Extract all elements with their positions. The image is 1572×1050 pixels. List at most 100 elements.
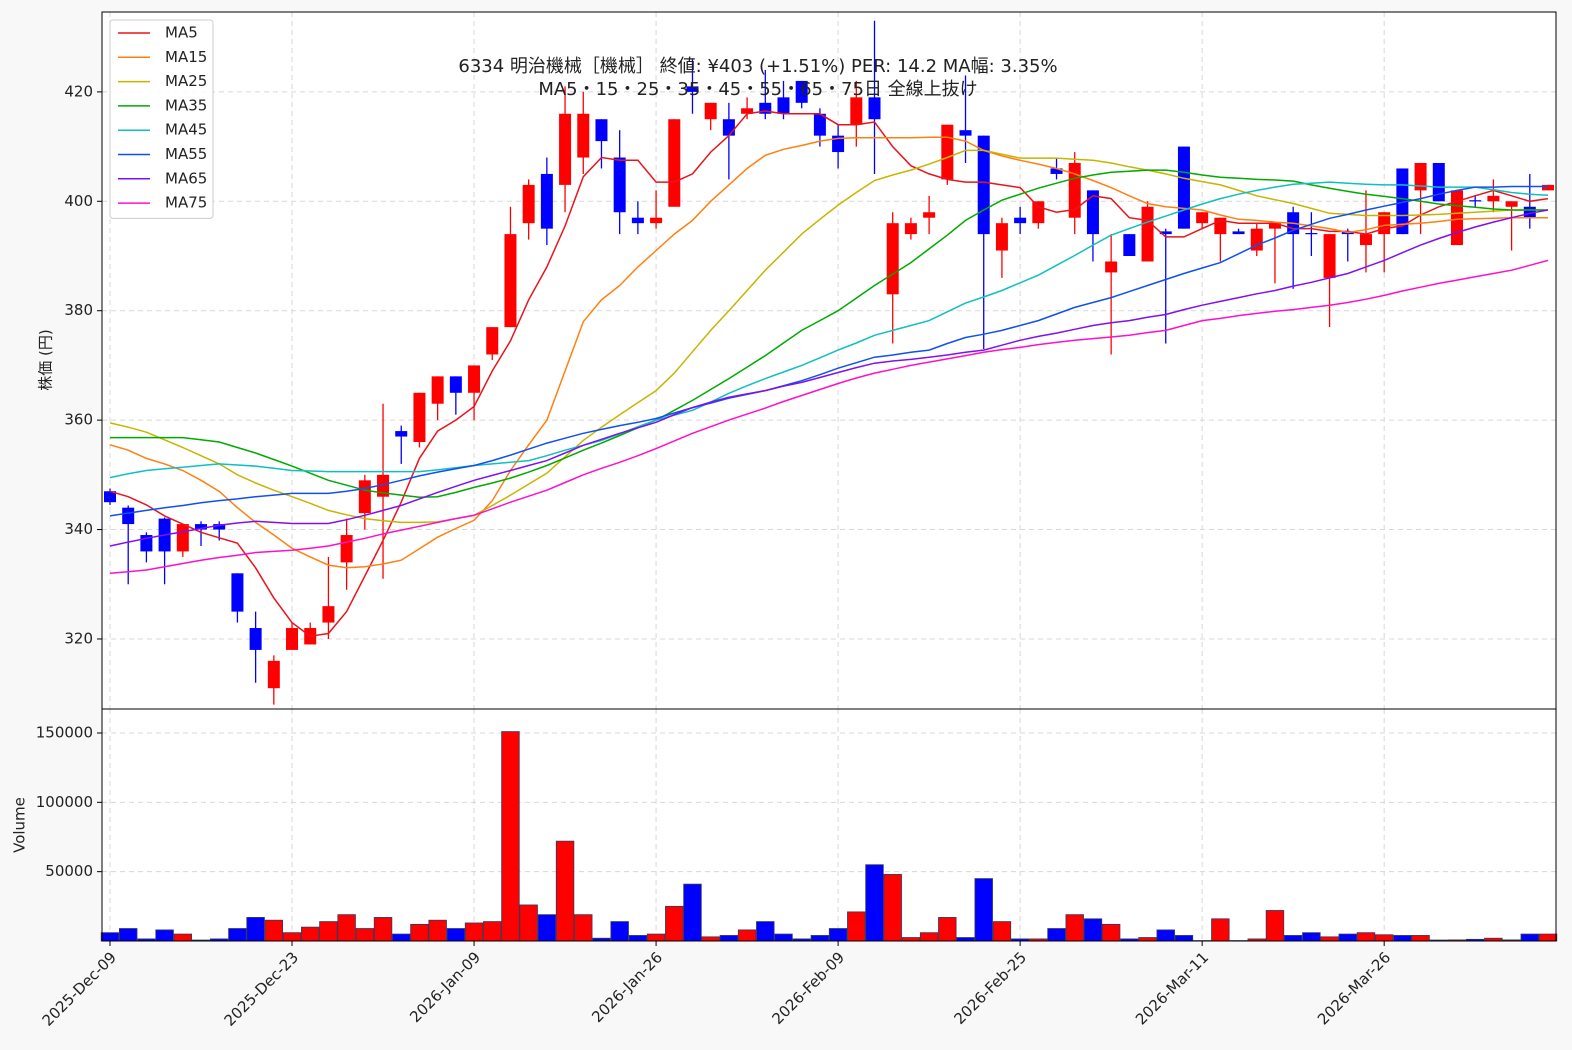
x-tick-label: 2026-Feb-25 (950, 948, 1030, 1028)
candle-body (1487, 195, 1500, 202)
candle-body (1523, 206, 1536, 218)
chart-subtitle: MA5・15・25・35・45・55・65・75日 全線上抜け (538, 79, 977, 100)
candle-body (1450, 190, 1463, 246)
volume-bar (865, 864, 884, 942)
y-tick-label: 360 (64, 411, 93, 429)
candle-body (449, 376, 462, 393)
legend-box (109, 19, 214, 219)
y-tick-label: 100000 (36, 793, 93, 811)
candle-body (941, 124, 954, 180)
marks-layer (100, 20, 1558, 942)
volume-bar (355, 928, 375, 942)
legend-label: MA55 (165, 145, 207, 163)
volume-bar (537, 914, 557, 942)
y-tick-label: 50000 (45, 862, 93, 880)
candle-body (850, 97, 863, 125)
candle-body (413, 392, 426, 443)
candle-body (195, 524, 208, 530)
volume-bar (1101, 923, 1121, 942)
volume-bar (992, 921, 1012, 942)
volume-bar (1520, 933, 1539, 942)
y-tick-label: 150000 (36, 723, 93, 741)
volume-bar (1174, 935, 1194, 942)
volume-bar (555, 840, 575, 942)
candle-body (1414, 162, 1427, 191)
volume-bar (1156, 929, 1175, 942)
volume-bar (173, 933, 193, 942)
candle-body (1014, 217, 1027, 224)
volume-bar (646, 933, 666, 942)
candle-body (722, 119, 735, 136)
candle-body (832, 135, 845, 153)
candle-body (704, 102, 717, 120)
legend-label: MA75 (165, 194, 207, 212)
candle-body (358, 480, 371, 514)
candle-body (1196, 212, 1209, 224)
legend-label: MA45 (165, 121, 207, 139)
volume-bar (810, 935, 830, 942)
volume-bar (301, 926, 320, 942)
candle-body (176, 524, 189, 552)
ma-line (109, 181, 1549, 479)
candle-body (1469, 200, 1482, 202)
volume-bar (1211, 918, 1230, 942)
candle-body (904, 223, 917, 235)
volume-bar (683, 883, 702, 942)
volume-bar (337, 914, 356, 942)
candle-body (795, 80, 808, 103)
candle-body (468, 365, 481, 393)
volume-bar (628, 935, 648, 942)
x-tick-label: 2026-Mar-26 (1314, 948, 1394, 1028)
volume-bar (410, 923, 429, 942)
volume-bar (373, 917, 393, 942)
x-tick-label: 2026-Mar-11 (1132, 948, 1212, 1028)
volume-frame (101, 708, 1557, 942)
volume-bar (1538, 933, 1558, 942)
volume-bar (519, 904, 538, 942)
candle-body (1505, 201, 1518, 207)
legend-label: MA15 (165, 48, 207, 66)
volume-bar (901, 937, 921, 942)
volume-panel (102, 709, 1556, 941)
candle-body (686, 86, 699, 92)
volume-bar (1338, 933, 1357, 942)
candle-body (777, 97, 790, 114)
volume-bar (938, 917, 957, 942)
volume-bar (501, 731, 520, 942)
candle-body (1323, 234, 1336, 278)
volume-axis-label: Volume (11, 797, 29, 853)
candle-body (650, 217, 663, 224)
candle-body (668, 119, 681, 207)
candle-body (1542, 184, 1554, 191)
chart-title: 6334 明治機械［機械］ 終値: ¥403 (+1.51%) PER: 14.… (458, 56, 1057, 77)
ma-line (109, 149, 1548, 524)
volume-bar (883, 874, 902, 942)
volume-bar (100, 932, 120, 942)
candle-body (249, 628, 262, 650)
candle-body (1068, 162, 1081, 218)
candle-body (741, 108, 754, 114)
volume-bar (464, 922, 484, 942)
candle-body (340, 535, 353, 563)
candle-body (122, 507, 135, 525)
volume-bar (446, 928, 466, 942)
legend-layer: MA5 MA15 MA25 MA35 MA45 MA55 MA65 MA75 (109, 19, 214, 219)
volume-bar (282, 932, 302, 942)
candle-body (1359, 234, 1372, 246)
legend-label: MA35 (165, 96, 207, 114)
candle-body (213, 524, 226, 530)
volume-bar (719, 935, 739, 942)
candle-body (395, 431, 408, 437)
candle-body (868, 97, 881, 120)
legend-label: MA25 (165, 72, 207, 90)
x-tick-label: 2025-Dec-09 (39, 948, 120, 1029)
candle-body (504, 234, 517, 328)
candle-body (231, 573, 244, 612)
volume-bar (119, 928, 138, 942)
candle-body (431, 376, 444, 404)
candle-body (577, 113, 590, 158)
candle-body (1305, 233, 1318, 235)
volume-bar (1411, 935, 1430, 942)
candle-body (377, 474, 390, 497)
candle-body (1032, 201, 1045, 224)
